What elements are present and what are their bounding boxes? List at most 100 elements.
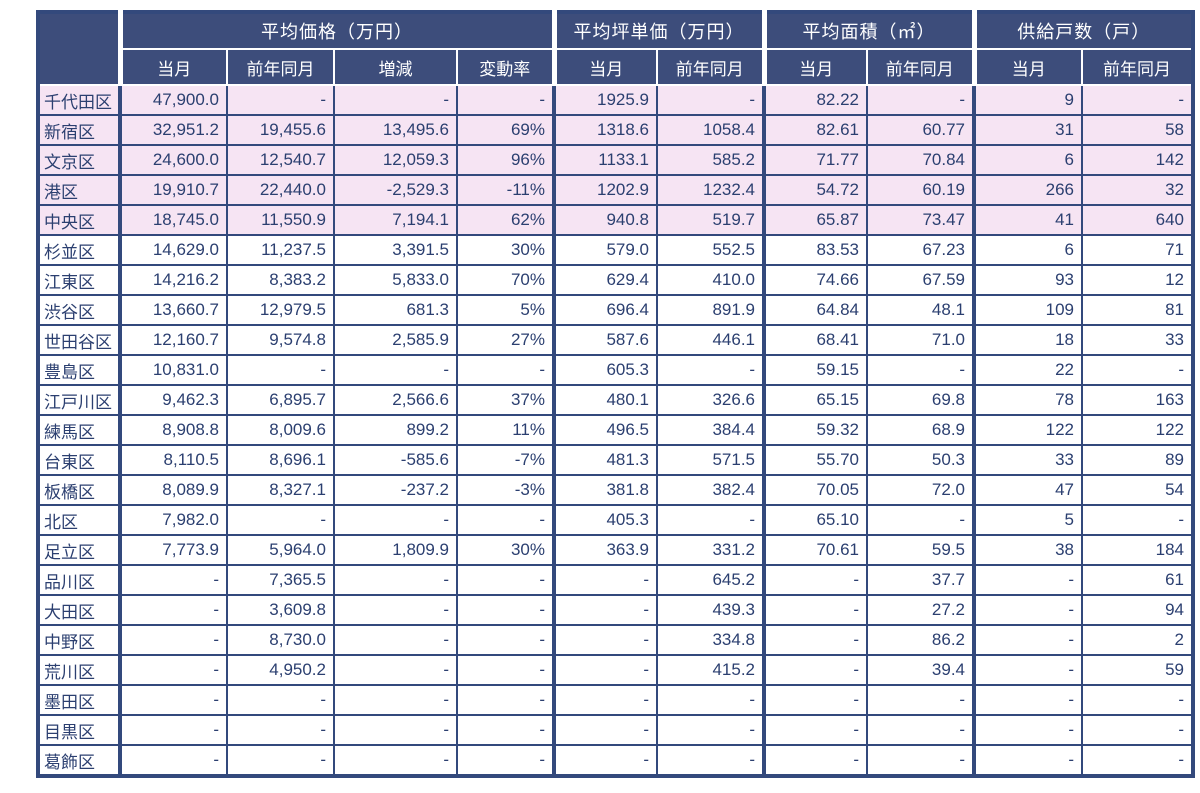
ward-name-cell: 渋谷区 [37,294,122,326]
table-row: 千代田区 47,900.0- - -1925.9-82.22-9- [37,84,1194,116]
table-cell: 47 [972,474,1083,506]
subheader-units-prev-year-month: 前年同月 [1081,48,1194,86]
ward-name-cell: 中野区 [37,624,122,656]
table-cell: 405.3 [552,504,658,536]
table-cell: 681.3 [333,294,458,326]
table-cell: 4,950.2 [226,654,335,686]
table-cell: 5,964.0 [226,534,335,566]
table-cell: 33 [972,444,1083,476]
ward-name-cell: 豊島区 [37,354,122,386]
table-row: 足立区 7,773.9 5,964.0 1,809.9 30% 363.9 331.2 70.… [37,534,1194,566]
table-row: 大田区 -3,609.8- - -439.3-27.2-94 [37,594,1194,626]
table-cell: - [226,354,335,386]
table-cell: 65.15 [762,384,868,416]
table-cell: 48.1 [866,294,975,326]
table-cell: 37% [456,384,555,416]
table-cell: 8,089.9 [118,474,228,506]
table-cell: 9,574.8 [226,324,335,356]
table-cell: 1232.4 [656,174,765,206]
table-cell: - [456,564,555,596]
table-cell: 446.1 [656,324,765,356]
ward-name-cell: 板橋区 [37,474,122,506]
table-cell: 13,495.6 [333,114,458,146]
table-cell: - [333,714,458,746]
table-cell: 67.23 [866,234,975,266]
table-cell: 326.6 [656,384,765,416]
table-row: 江戸川区 9,462.3 6,895.7 2,566.6 37% 480.1 326.6 65… [37,384,1194,416]
table-cell: 18 [972,324,1083,356]
table-row: 台東区 8,110.5 8,696.1 -585.6 -7% 481.3 571.5 55.7… [37,444,1194,476]
table-row: 荒川区 -4,950.2- - -415.2-39.4-59 [37,654,1194,686]
table-cell: 82.61 [762,114,868,146]
table-cell: 47,900.0 [118,84,228,116]
table-cell: 54 [1081,474,1194,506]
table-cell: 24,600.0 [118,144,228,176]
table-cell: 12,160.7 [118,324,228,356]
ward-column-header [37,11,123,86]
table-cell: 69.8 [866,384,975,416]
table-cell: 142 [1081,144,1194,176]
table-cell: - [226,744,335,777]
table-row: 板橋区 8,089.9 8,327.1 -237.2 -3% 381.8 382.4 70.0… [37,474,1194,506]
table-cell: 439.3 [656,594,765,626]
table-cell: 6 [972,144,1083,176]
table-cell: 82.22 [762,84,868,116]
ward-name-cell: 新宿区 [37,114,122,146]
table-row: 港区 19,910.7 22,440.0 -2,529.3 -11% 1202.9 1232… [37,174,1194,206]
ward-name-cell: 足立区 [37,534,122,566]
table-cell: - [972,654,1083,686]
table-cell: 1,809.9 [333,534,458,566]
table-cell: 496.5 [552,414,658,446]
group-header-row: 平均価格（万円） 平均坪単価（万円） 平均面積（㎡） 供給戸数（戸） [37,11,1194,86]
table-cell: 384.4 [656,414,765,446]
table-cell: -237.2 [333,474,458,506]
ward-name-cell: 墨田区 [37,684,122,716]
table-cell: 14,216.2 [118,264,228,296]
ward-name-cell: 江戸川区 [37,384,122,416]
table-cell: 32 [1081,174,1194,206]
table-cell: 891.9 [656,294,765,326]
table-cell: 899.2 [333,414,458,446]
table-cell: 13,660.7 [118,294,228,326]
table-cell: -7% [456,444,555,476]
table-cell: 3,391.5 [333,234,458,266]
table-cell: - [118,684,228,716]
table-cell: 585.2 [656,144,765,176]
ward-name-cell: 江東区 [37,264,122,296]
table-cell: 96% [456,144,555,176]
table-cell: 1202.9 [552,174,658,206]
table-cell: 68.41 [762,324,868,356]
table-cell: - [866,714,975,746]
table-cell: 11% [456,414,555,446]
table-cell: - [972,684,1083,716]
table-cell: 41 [972,204,1083,236]
table-cell: 579.0 [552,234,658,266]
table-cell: 50.3 [866,444,975,476]
table-row: 杉並区 14,629.0 11,237.5 3,391.5 30% 579.0 552.5 8… [37,234,1194,266]
table-cell: 571.5 [656,444,765,476]
ward-name-cell: 杉並区 [37,234,122,266]
table-cell: - [972,594,1083,626]
table-cell: 54.72 [762,174,868,206]
table-cell: 519.7 [656,204,765,236]
table-row: 渋谷区 13,660.7 12,979.5 681.3 5% 696.4 891.9 64.8… [37,294,1194,326]
table-cell: - [552,564,658,596]
table-cell: - [866,354,975,386]
table-cell: - [1081,354,1194,386]
table-cell: - [456,684,555,716]
table-cell: -11% [456,174,555,206]
table-cell: - [456,504,555,536]
subheader-tsubo-prev-year-month: 前年同月 [656,48,765,86]
table-cell: 587.6 [552,324,658,356]
table-cell: 8,009.6 [226,414,335,446]
table-cell: - [456,354,555,386]
table-cell: 629.4 [552,264,658,296]
table-cell: 122 [1081,414,1194,446]
subheader-price-change: 増減 [333,48,458,86]
ward-name-cell: 品川区 [37,564,122,596]
table-cell: - [1081,504,1194,536]
table-cell: 1133.1 [552,144,658,176]
table-cell: 640 [1081,204,1194,236]
table-cell: 78 [972,384,1083,416]
table-cell: 9,462.3 [118,384,228,416]
